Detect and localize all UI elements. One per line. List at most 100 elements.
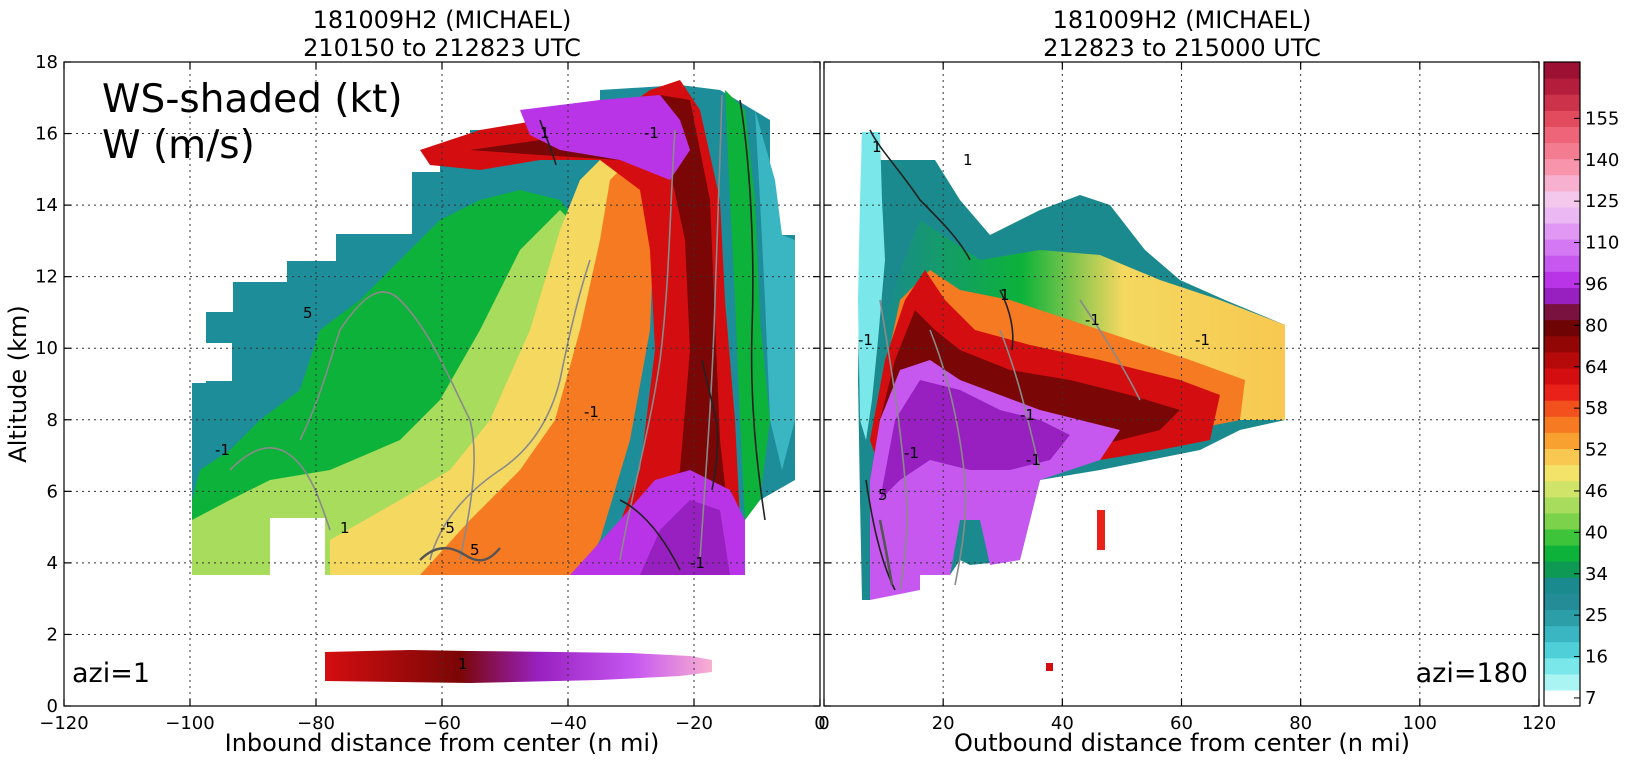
colorbar-cell [1544, 142, 1580, 160]
colorbar-tick-label: 96 [1585, 274, 1608, 295]
colorbar-cell [1544, 561, 1580, 578]
colorbar-cell [1544, 689, 1580, 707]
colorbar-cell [1544, 448, 1580, 466]
contour-label: 5 [470, 541, 480, 559]
colorbar-cell [1544, 384, 1580, 401]
left-gap-lower [270, 518, 325, 578]
colorbar-tick-label: 40 [1585, 522, 1608, 543]
left-purple-upper [520, 95, 690, 180]
right-cyan-region [858, 132, 885, 440]
left-orange-region [420, 150, 655, 575]
x-tick-label: −100 [165, 713, 214, 734]
colorbar-cell [1544, 577, 1580, 594]
colorbar-tick-label: 64 [1585, 357, 1608, 378]
colorbar-tick-label: 125 [1585, 191, 1619, 212]
left-title-line-1: 181009H2 (MICHAEL) [313, 6, 572, 34]
colorbar-cells [1544, 62, 1580, 707]
right-title-line-1: 181009H2 (MICHAEL) [1053, 6, 1312, 34]
colorbar-tick-label: 52 [1585, 440, 1608, 461]
colorbar-cell [1544, 593, 1580, 610]
right-azimuth-label: azi=180 [1416, 658, 1528, 689]
y-tick-label: 6 [47, 481, 58, 502]
left-x-axis-label: Inbound distance from center (n mi) [225, 729, 660, 757]
colorbar-tick-label: 110 [1585, 233, 1619, 254]
contour-label: 1 [1000, 286, 1010, 304]
colorbar-cell [1544, 512, 1580, 530]
y-tick-label: 2 [47, 624, 58, 645]
y-tick-label: 4 [47, 553, 58, 574]
colorbar-cell [1544, 287, 1580, 305]
right-gridlines [824, 62, 1539, 706]
left-azimuth-label: azi=1 [72, 658, 150, 689]
colorbar-cell [1544, 432, 1580, 449]
x-tick-label: 0 [818, 713, 829, 734]
colorbar-tick-label: 46 [1585, 481, 1608, 502]
contour-label: 5 [878, 486, 888, 504]
x-tick-label: 0 [814, 713, 825, 734]
colorbar-cell [1544, 528, 1580, 546]
colorbar-tick-label: 80 [1585, 315, 1608, 336]
colorbar-tick-label: 155 [1585, 108, 1619, 129]
x-tick-label: 120 [1522, 713, 1556, 734]
colorbar-cell [1544, 62, 1580, 79]
contour-label: -1 [1085, 311, 1100, 329]
left-eyewall-red [420, 80, 745, 575]
colorbar-cell [1544, 303, 1580, 321]
x-tick-label: 100 [1403, 713, 1437, 734]
y-tick-label: 10 [35, 338, 58, 359]
contour-label: -1 [1020, 406, 1035, 424]
colorbar-cell [1544, 609, 1580, 627]
right-ticks: 0 20 40 60 80 100 120 [818, 61, 1556, 734]
left-gridlines [64, 62, 820, 706]
x-tick-label: −120 [39, 713, 88, 734]
x-tick-label: −40 [549, 713, 587, 734]
contour-label: 1 [458, 655, 468, 673]
right-isolated-cell [1097, 510, 1105, 550]
colorbar-cell [1544, 239, 1580, 256]
y-tick-label: 16 [35, 124, 58, 145]
right-purple-core [880, 380, 1070, 500]
colorbar-cell [1544, 625, 1580, 643]
x-tick-label: 20 [932, 713, 955, 734]
contour-label: -1 [215, 441, 230, 459]
right-w-contours [865, 129, 1141, 591]
right-panel: 0 20 40 60 80 100 120 1 -1 1 -1 -1 -1 1 -1 -1 … [818, 6, 1556, 757]
colorbar-tick-label: 16 [1585, 647, 1608, 668]
panel-annotation-line-1: WS-shaded (kt) [102, 77, 403, 122]
colorbar-cell [1544, 335, 1580, 353]
colorbar-cell [1544, 126, 1580, 144]
contour-label: 1 [340, 519, 350, 537]
colorbar: 7 16 25 34 40 46 52 58 64 80 96 110 125 140 155 [1543, 61, 1619, 709]
colorbar-tick-label: 140 [1585, 150, 1619, 171]
colorbar-cell [1544, 464, 1580, 482]
panel-annotation-line-2: W (m/s) [102, 123, 255, 168]
y-tick-label: 0 [47, 696, 58, 717]
y-tick-label: 12 [35, 267, 58, 288]
left-purple-core [640, 500, 730, 575]
right-isolated-cell [1046, 663, 1053, 671]
right-title-line-2: 212823 to 215000 UTC [1043, 34, 1321, 62]
contour-label: -1 [644, 124, 659, 142]
colorbar-cell [1544, 641, 1580, 659]
colorbar-tick-label: 58 [1585, 398, 1608, 419]
colorbar-cell [1544, 255, 1580, 272]
contour-label: 5 [303, 304, 313, 322]
colorbar-cell [1544, 190, 1580, 208]
contour-label: 1 [540, 124, 550, 142]
y-tick-label: 8 [47, 410, 58, 431]
left-w-contours [229, 94, 766, 571]
colorbar-cell [1544, 673, 1580, 691]
colorbar-cell [1544, 319, 1580, 337]
colorbar-cell [1544, 416, 1580, 433]
colorbar-cell [1544, 400, 1580, 417]
contour-label: -1 [904, 444, 919, 462]
x-tick-label: −60 [423, 713, 461, 734]
contour-label: -1 [1195, 331, 1210, 349]
colorbar-labels: 7 16 25 34 40 46 52 58 64 80 96 110 125 140 155 [1574, 108, 1619, 709]
colorbar-tick-label: 34 [1585, 564, 1608, 585]
x-tick-label: −80 [297, 713, 335, 734]
colorbar-cell [1544, 223, 1580, 240]
x-tick-label: 60 [1170, 713, 1193, 734]
colorbar-cell [1544, 158, 1580, 176]
